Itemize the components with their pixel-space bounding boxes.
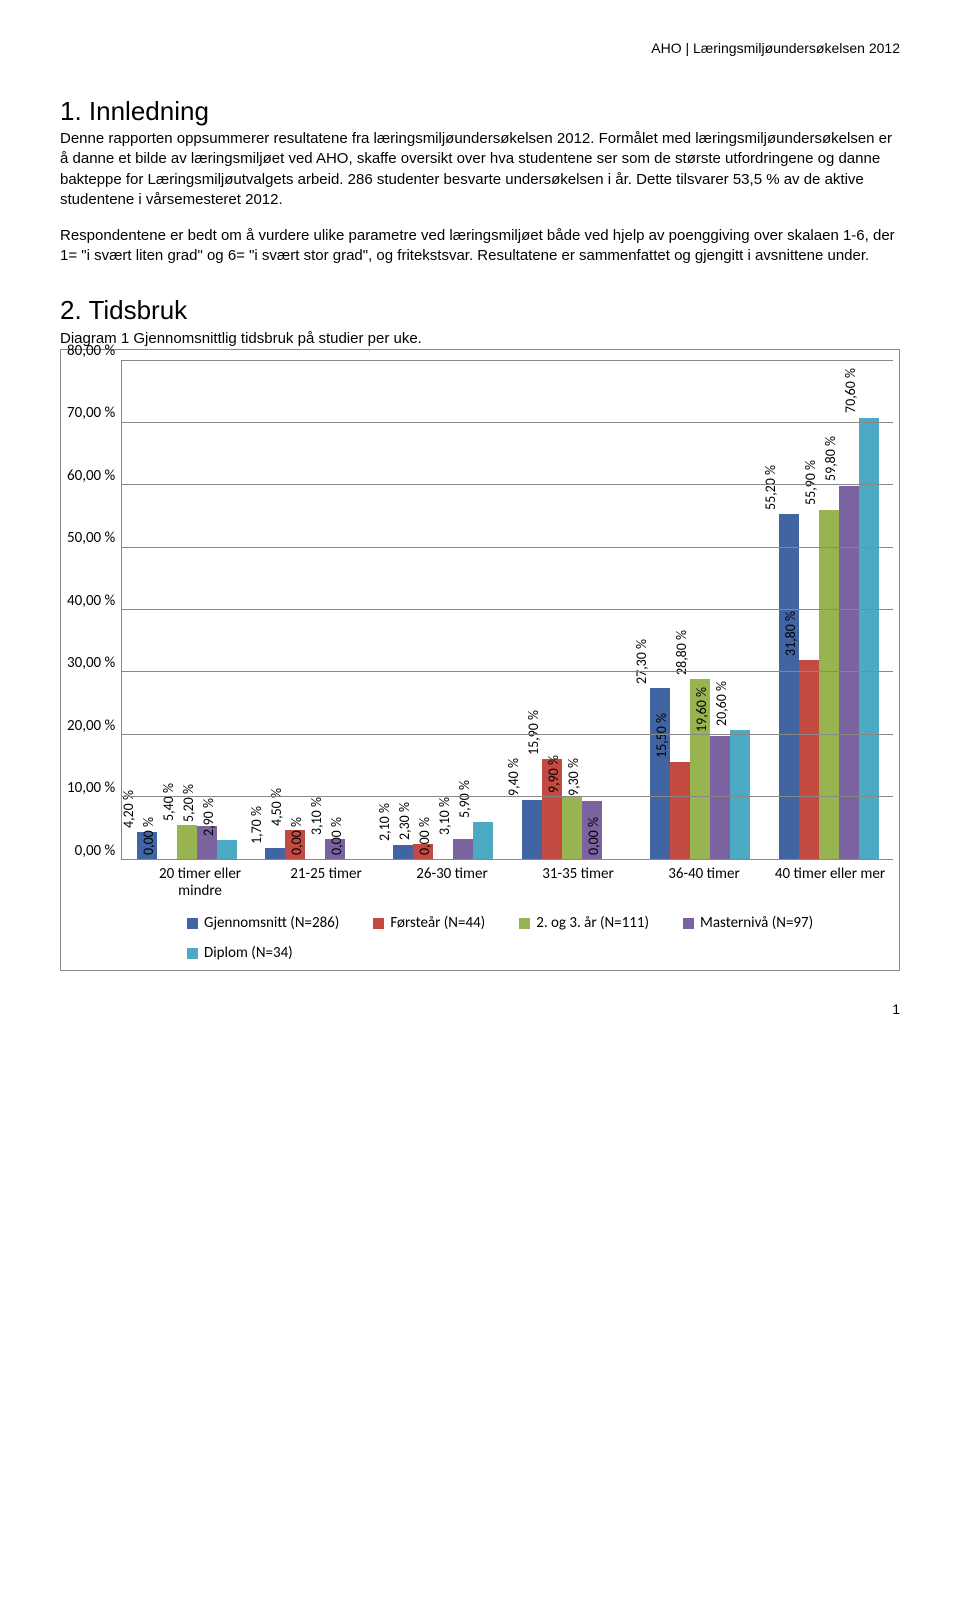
gridline: [122, 609, 893, 610]
section-1-heading: 1. Innledning: [60, 96, 900, 127]
legend-label: Diplom (N=34): [204, 944, 293, 962]
gridline: [122, 484, 893, 485]
bar-value-label: 55,90 %: [802, 460, 819, 505]
bar-value-label: 5,20 %: [180, 784, 197, 822]
bar-value-label: 2,10 %: [376, 803, 393, 841]
bar-value-label: 3,10 %: [436, 797, 453, 835]
bar-value-label: 27,30 %: [633, 639, 650, 684]
legend-swatch: [519, 918, 530, 929]
bar-value-label: 70,60 %: [842, 368, 859, 413]
x-axis-label: 26-30 timer: [389, 866, 515, 901]
bar-value-label: 0,00 %: [416, 817, 433, 855]
bar-value-label: 3,10 %: [308, 797, 325, 835]
legend-item: Førsteår (N=44): [373, 914, 485, 932]
legend-label: Gjennomsnitt (N=286): [204, 914, 339, 932]
legend-label: Masternivå (N=97): [700, 914, 813, 932]
bar-value-label: 0,00 %: [328, 817, 345, 855]
bar-value-label: 2,90 %: [200, 798, 217, 836]
gridline: [122, 796, 893, 797]
gridline: [122, 671, 893, 672]
bar-value-label: 0,00 %: [140, 817, 157, 855]
x-axis-label: 36-40 timer: [641, 866, 767, 901]
bar-value-label: 20,60 %: [713, 681, 730, 726]
legend-item: Diplom (N=34): [187, 944, 293, 962]
legend-item: 2. og 3. år (N=111): [519, 914, 649, 932]
gridline: [122, 734, 893, 735]
bar-value-label: 9,40 %: [505, 758, 522, 796]
bar-value-label: 28,80 %: [673, 629, 690, 674]
bar-value-label: 15,50 %: [653, 713, 670, 758]
bar-value-label: 15,90 %: [525, 710, 542, 755]
x-axis-label: 21-25 timer: [263, 866, 389, 901]
bar-value-label: 5,90 %: [456, 780, 473, 818]
legend-swatch: [373, 918, 384, 929]
gridline: [122, 360, 893, 361]
bar-value-label: 1,70 %: [248, 806, 265, 844]
bar-value-label: 59,80 %: [822, 436, 839, 481]
legend-swatch: [187, 918, 198, 929]
chart-area: 80,00 %70,00 %60,00 %50,00 %40,00 %30,00…: [67, 360, 893, 860]
bar-value-label: 4,50 %: [268, 788, 285, 826]
legend-label: 2. og 3. år (N=111): [536, 914, 649, 932]
bar-value-label: 55,20 %: [762, 464, 779, 509]
bar-value-label: 9,90 %: [545, 755, 562, 793]
bar-value-label: 31,80 %: [782, 611, 799, 656]
bar-value-label: 9,30 %: [565, 758, 582, 796]
legend-swatch: [683, 918, 694, 929]
gridline: [122, 547, 893, 548]
chart-plot: 4,20 %0,00 %5,40 %5,20 %2,90 %1,70 %4,50…: [121, 360, 893, 860]
section-2-heading: 2. Tidsbruk: [60, 295, 900, 326]
legend-swatch: [187, 948, 198, 959]
bar-value-label: 5,40 %: [160, 783, 177, 821]
running-header: AHO | Læringsmiljøundersøkelsen 2012: [60, 40, 900, 56]
legend-item: Masternivå (N=97): [683, 914, 813, 932]
document-page: AHO | Læringsmiljøundersøkelsen 2012 1. …: [0, 0, 960, 1037]
bar-value-label: 2,30 %: [396, 802, 413, 840]
legend-label: Førsteår (N=44): [390, 914, 485, 932]
x-axis-labels: 20 timer eller mindre21-25 timer26-30 ti…: [137, 866, 893, 901]
diagram-1-caption: Diagram 1 Gjennomsnittlig tidsbruk på st…: [60, 330, 900, 347]
x-axis-label: 31-35 timer: [515, 866, 641, 901]
page-number: 1: [60, 1001, 900, 1017]
intro-paragraph-2: Respondentene er bedt om å vurdere ulike…: [60, 226, 900, 267]
bar-value-label: 19,60 %: [693, 687, 710, 732]
bar-value-label: 0,00 %: [585, 817, 602, 855]
bar-value-label: 0,00 %: [288, 817, 305, 855]
y-axis: 80,00 %70,00 %60,00 %50,00 %40,00 %30,00…: [67, 360, 121, 860]
legend-item: Gjennomsnitt (N=286): [187, 914, 339, 932]
x-axis-label: 40 timer eller mer: [767, 866, 893, 901]
intro-paragraph-1: Denne rapporten oppsummerer resultatene …: [60, 129, 900, 210]
gridline: [122, 422, 893, 423]
diagram-1-chart: 80,00 %70,00 %60,00 %50,00 %40,00 %30,00…: [60, 349, 900, 972]
x-axis-label: 20 timer eller mindre: [137, 866, 263, 901]
chart-legend: Gjennomsnitt (N=286) Førsteår (N=44) 2. og…: [137, 914, 893, 962]
